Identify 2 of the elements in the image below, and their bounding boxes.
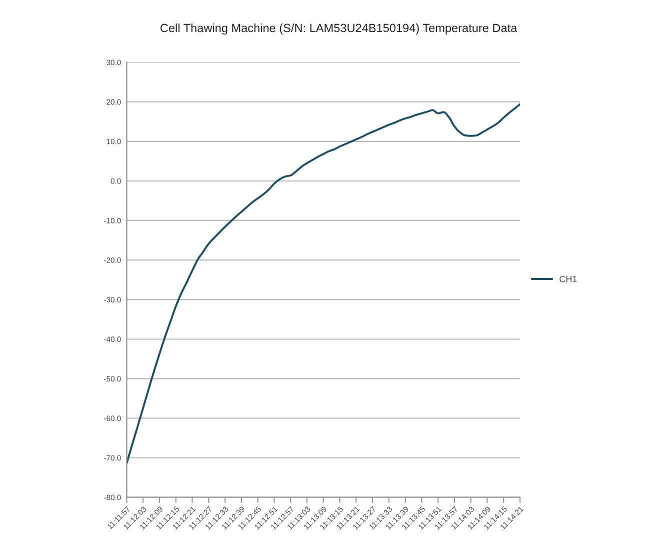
legend-label: CH1	[560, 276, 577, 282]
chart-title: Cell Thawing Machine (S/N: LAM53U24B150194) Temperature Data	[160, 24, 518, 34]
